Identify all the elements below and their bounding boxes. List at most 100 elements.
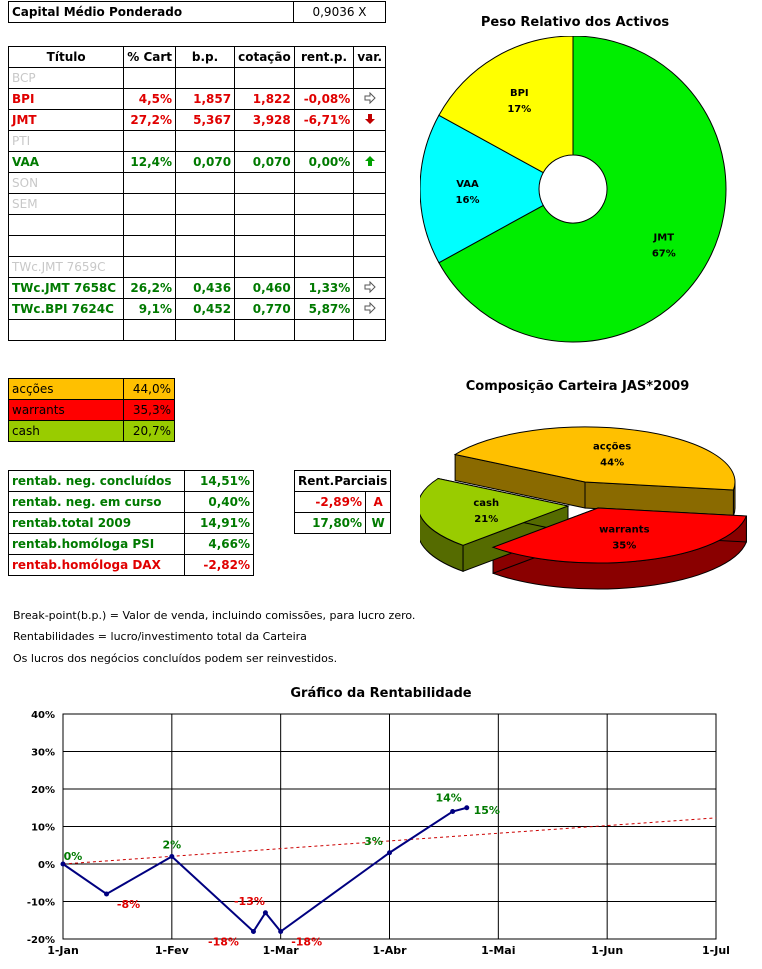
pie2-chart: acções 44% warrants 35% cash 21% — [420, 426, 748, 590]
partials-value: -2,89% — [293, 491, 367, 513]
cell-cart: 12,4% — [123, 151, 177, 173]
cell-cotacao — [234, 235, 295, 257]
cell-titulo: JMT — [7, 109, 125, 131]
pie2-slice-warrants — [491, 507, 748, 564]
cell-titulo — [7, 319, 125, 341]
cell-var — [353, 151, 386, 173]
line-chart: -20% -10% 0% 10% 20% 30% 40% 1-Jan 1-Fev 1-Mar 1-A… — [27, 710, 730, 957]
cell-bp — [175, 235, 236, 257]
cell-var — [353, 88, 386, 110]
cell-var — [353, 67, 386, 89]
line-title: Gráfico da Rentabilidade — [290, 686, 472, 701]
header-cart: % Cart — [123, 46, 177, 68]
cell-titulo — [7, 214, 125, 236]
x-tick-label: 1-Jul — [702, 944, 730, 957]
composition-row: acções 44,0% — [8, 378, 175, 400]
cell-rent: 0,00% — [293, 151, 355, 173]
data-point — [464, 805, 470, 811]
cell-rent — [293, 214, 355, 236]
note-lucros: Os lucros dos negócios concluídos podem … — [13, 652, 338, 665]
returns-value: 0,40% — [184, 491, 254, 513]
header-var: var. — [353, 46, 386, 68]
cell-bp — [175, 67, 236, 89]
cell-rent — [293, 67, 355, 89]
cell-titulo: PTI — [7, 130, 125, 152]
composition-row: cash 20,7% — [8, 420, 175, 442]
cell-cart — [123, 67, 177, 89]
note-breakpoint: Break-point(b.p.) = Valor de venda, incl… — [13, 609, 416, 622]
cell-cart — [123, 130, 177, 152]
note-rentabilidades: Rentabilidades = lucro/investimento tota… — [13, 630, 307, 643]
cell-var — [353, 214, 386, 236]
partials-value: 17,80% — [293, 512, 367, 534]
arrow-right-icon — [364, 91, 376, 104]
pie1-value: 17% — [507, 104, 531, 115]
cell-bp: 0,452 — [175, 298, 236, 320]
pie2-slice-cash — [420, 477, 570, 546]
returns-value: 4,66% — [184, 533, 254, 555]
pie2-slice-acções — [453, 426, 736, 491]
cell-var — [353, 319, 386, 341]
table-row: TWc.BPI 7624C 9,1% 0,452 0,770 5,87% — [7, 298, 386, 320]
cell-rent — [293, 256, 355, 278]
capital-label: Capital Médio Ponderado — [8, 1, 294, 23]
cell-cotacao: 0,460 — [234, 277, 295, 299]
composition-label: cash — [8, 420, 124, 442]
returns-row: rentab. neg. concluídos 14,51% — [8, 470, 254, 492]
cell-cart — [123, 319, 177, 341]
cell-cart — [123, 214, 177, 236]
pie1-chart: JMT 67% VAA 16% BPI 17% — [420, 36, 727, 343]
table-row: TWc.JMT 7658C 26,2% 0,436 0,460 1,33% — [7, 277, 386, 299]
cell-bp — [175, 172, 236, 194]
cell-cotacao — [234, 319, 295, 341]
x-tick-label: 1-Abr — [372, 944, 407, 957]
cell-cart — [123, 256, 177, 278]
cell-cotacao — [234, 67, 295, 89]
data-point — [450, 809, 456, 814]
pie2-label: cash — [473, 498, 499, 509]
data-label: 3% — [364, 835, 383, 848]
composition-value: 44,0% — [123, 378, 175, 400]
x-tick-label: 1-Fev — [155, 944, 190, 957]
cell-titulo: SEM — [7, 193, 125, 215]
pie1-value: 67% — [652, 249, 676, 260]
returns-row: rentab.total 2009 14,91% — [8, 512, 254, 534]
cell-var — [353, 130, 386, 152]
header-titulo: Título — [7, 46, 125, 68]
cell-cart: 4,5% — [123, 88, 177, 110]
arrow-right-icon — [364, 280, 376, 293]
composition-value: 20,7% — [123, 420, 175, 442]
pie1-value: 16% — [456, 195, 480, 206]
cell-bp — [175, 319, 236, 341]
cell-bp: 1,857 — [175, 88, 236, 110]
x-tick-label: 1-Jan — [47, 944, 79, 957]
partials-row: -2,89% A — [293, 491, 392, 513]
capital-value: 0,9036 X — [293, 1, 386, 23]
cell-var — [353, 277, 386, 299]
composition-table: acções 44,0% warrants 35,3% cash 20,7% — [8, 378, 175, 442]
x-tick-label: 1-Mai — [481, 944, 515, 957]
partials-table: Rent.Parciais -2,89% A 17,80% W — [293, 470, 392, 534]
data-label: 14% — [435, 792, 461, 805]
cell-rent — [293, 130, 355, 152]
pie1-slice-bpi — [438, 36, 574, 174]
cell-titulo: VAA — [7, 151, 125, 173]
data-point — [104, 891, 110, 897]
arrow-up-icon — [364, 155, 375, 166]
table-row — [7, 235, 386, 257]
data-point — [387, 850, 392, 856]
cell-var — [353, 109, 386, 131]
table-row: TWc.JMT 7659C — [7, 256, 386, 278]
y-tick-label: 40% — [31, 710, 55, 721]
pie1-slice-jmt — [438, 36, 727, 343]
table-row: JMT 27,2% 5,367 3,928 -6,71% — [7, 109, 386, 131]
partials-row: 17,80% W — [293, 512, 392, 534]
table-row — [7, 319, 386, 341]
cell-rent — [293, 235, 355, 257]
y-tick-label: 0% — [38, 860, 55, 871]
cell-bp — [175, 130, 236, 152]
returns-label: rentab. neg. em curso — [8, 491, 185, 513]
returns-value: 14,51% — [184, 470, 254, 492]
data-point — [262, 910, 268, 916]
pie2-label: warrants — [599, 525, 649, 536]
